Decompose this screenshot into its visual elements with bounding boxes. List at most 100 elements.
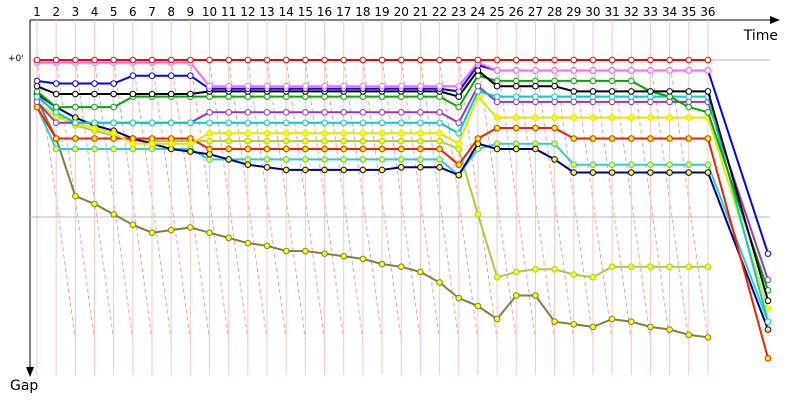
point xyxy=(359,166,367,174)
point xyxy=(206,82,213,90)
point xyxy=(666,135,673,142)
point xyxy=(417,268,424,276)
point xyxy=(417,137,424,145)
point xyxy=(187,224,194,231)
point xyxy=(340,129,348,137)
point xyxy=(91,145,98,153)
x-tick-label: 27 xyxy=(528,5,543,19)
point xyxy=(666,114,673,121)
point xyxy=(570,161,578,168)
point xyxy=(91,200,98,208)
x-tick-label: 10 xyxy=(202,5,217,19)
point xyxy=(532,114,539,121)
point xyxy=(110,211,117,218)
y-axis-arrow xyxy=(26,367,34,377)
point xyxy=(532,93,539,100)
point xyxy=(302,247,309,255)
x-tick-label: 9 xyxy=(187,5,195,19)
point xyxy=(225,109,232,116)
point xyxy=(608,77,616,85)
x-tick-label: 24 xyxy=(470,5,485,19)
point xyxy=(455,119,463,127)
point xyxy=(685,103,693,111)
point xyxy=(455,294,463,302)
point xyxy=(493,273,501,281)
point xyxy=(206,229,213,236)
point xyxy=(321,119,328,127)
point xyxy=(187,119,194,127)
point xyxy=(110,56,117,64)
point xyxy=(91,56,98,64)
point xyxy=(647,114,654,121)
point xyxy=(704,67,712,74)
point xyxy=(455,171,463,179)
point xyxy=(52,135,60,142)
point xyxy=(72,192,79,200)
point xyxy=(206,109,213,116)
point xyxy=(282,109,290,116)
point xyxy=(302,166,309,174)
point xyxy=(110,80,117,87)
point xyxy=(551,82,558,90)
point xyxy=(647,263,654,271)
point xyxy=(359,109,367,116)
point xyxy=(340,82,348,90)
point xyxy=(589,169,597,176)
point xyxy=(52,56,60,64)
point xyxy=(282,56,290,64)
point xyxy=(206,137,213,145)
point xyxy=(52,119,60,127)
point xyxy=(666,263,673,271)
point xyxy=(455,56,463,64)
point xyxy=(340,145,348,153)
point xyxy=(570,77,578,85)
point xyxy=(608,88,616,95)
point xyxy=(704,135,712,142)
point xyxy=(608,56,616,64)
point xyxy=(570,135,578,142)
point xyxy=(532,145,539,153)
point xyxy=(302,129,309,137)
point xyxy=(33,77,41,85)
point xyxy=(455,129,463,137)
point xyxy=(52,145,60,153)
point xyxy=(321,250,328,257)
point xyxy=(225,129,232,137)
point xyxy=(397,156,405,163)
point xyxy=(704,263,712,271)
point xyxy=(455,140,463,148)
point xyxy=(627,318,635,325)
point xyxy=(551,124,558,132)
point xyxy=(647,67,654,74)
point xyxy=(704,334,712,341)
point xyxy=(666,67,673,74)
point xyxy=(647,88,654,95)
point xyxy=(589,135,597,142)
point xyxy=(263,109,271,116)
point xyxy=(685,114,693,121)
x-tick-label: 30 xyxy=(585,5,600,19)
point xyxy=(148,229,156,236)
point xyxy=(647,169,654,176)
point xyxy=(167,72,175,79)
point xyxy=(91,90,98,98)
point xyxy=(512,93,520,100)
point xyxy=(340,109,348,116)
point xyxy=(704,109,712,116)
point xyxy=(129,140,137,148)
point xyxy=(187,72,194,79)
point xyxy=(129,90,137,98)
point xyxy=(627,56,635,64)
x-tick-label: 28 xyxy=(547,5,562,19)
point xyxy=(436,279,443,286)
x-axis-arrow xyxy=(770,16,780,24)
point xyxy=(206,145,213,153)
point xyxy=(129,56,137,64)
point xyxy=(378,166,386,174)
point xyxy=(474,211,482,218)
point xyxy=(129,119,137,127)
series-line xyxy=(36,98,709,339)
point xyxy=(244,145,252,153)
point xyxy=(378,260,386,268)
point xyxy=(378,145,386,153)
